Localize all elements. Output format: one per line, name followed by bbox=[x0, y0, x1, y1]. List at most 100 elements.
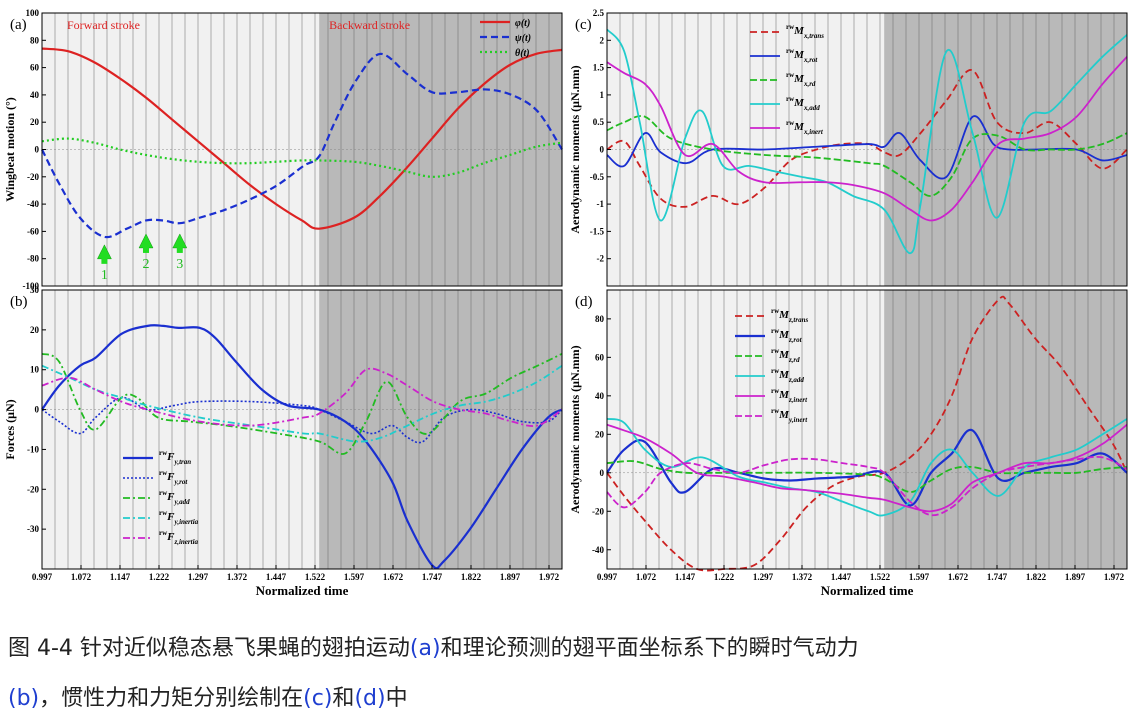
x-tick-label: 1.972 bbox=[539, 572, 560, 582]
panel-label: (a) bbox=[10, 17, 27, 33]
x-tick-label: 1.897 bbox=[500, 572, 521, 582]
legend-label: rwMx,inert bbox=[786, 119, 824, 136]
y-tick-label: 40 bbox=[595, 391, 605, 401]
x-tick-label: 1.822 bbox=[461, 572, 482, 582]
y-axis-label: Wingbeat motion (°) bbox=[3, 97, 17, 202]
legend-label: rwMx,trans bbox=[786, 23, 824, 40]
figure: -10 0 -80 -60 -40 -20 0 20 40 60 80 100 Wingbeat mot… bbox=[3, 8, 1128, 598]
series-line-f-z-inertia bbox=[41, 367, 563, 427]
x-tick-label: 1.822 bbox=[1026, 572, 1047, 582]
series-line-m-z-rd bbox=[606, 460, 1128, 493]
series-line-m-z-rot bbox=[606, 428, 1128, 507]
legend-label: rwFy,inertia bbox=[159, 509, 199, 526]
series-line-f-y-inertia bbox=[41, 364, 563, 443]
legend-label: rwFz,inertia bbox=[159, 529, 199, 546]
series-line-f-y-tran bbox=[41, 324, 563, 570]
x-tick-label: 1.897 bbox=[1065, 572, 1086, 582]
panel-label: (d) bbox=[575, 294, 593, 310]
legend-label: rwMz,trans bbox=[771, 307, 808, 324]
x-tick-label: 1.747 bbox=[987, 572, 1008, 582]
panel-label: (b) bbox=[10, 294, 28, 310]
x-tick-label: 1.147 bbox=[675, 572, 696, 582]
y-tick-label: -20 bbox=[27, 172, 39, 182]
x-tick-label: 1.372 bbox=[792, 572, 813, 582]
y-tick-label: -1 bbox=[597, 199, 605, 209]
y-tick-label: 10 bbox=[30, 365, 40, 375]
x-tick-label: 1.672 bbox=[383, 572, 404, 582]
marker-label: 2 bbox=[143, 257, 150, 272]
y-tick-label: 20 bbox=[595, 429, 605, 439]
legend-label: rwMz,rd bbox=[771, 347, 800, 364]
caption-ref-d: (d) bbox=[354, 686, 386, 711]
y-tick-label: -30 bbox=[27, 524, 39, 534]
series-line--t- bbox=[41, 137, 563, 178]
panel-label: (c) bbox=[575, 17, 592, 33]
x-axis-label: Normalized time bbox=[821, 583, 914, 598]
x-tick-label: 1.522 bbox=[305, 572, 326, 582]
caption-line-1: 图 4-4 针对近似稳态悬飞果蝇的翅拍运动(a)和理论预测的翅平面坐标系下的瞬时… bbox=[8, 636, 859, 661]
y-tick-label: 80 bbox=[30, 35, 40, 45]
y-tick-label: -20 bbox=[592, 506, 604, 516]
legend-label: θ(t) bbox=[515, 48, 530, 59]
y-tick-label: -1.5 bbox=[590, 226, 605, 236]
y-tick-label: 0 bbox=[35, 405, 40, 415]
x-tick-label: 1.222 bbox=[149, 572, 170, 582]
legend-label: rwMx,rot bbox=[786, 47, 818, 64]
x-tick-label: 1.222 bbox=[714, 572, 735, 582]
y-tick-label: 0 bbox=[600, 145, 605, 155]
y-tick-label: -40 bbox=[27, 199, 39, 209]
caption-ref-b: (b) bbox=[8, 686, 40, 711]
panel-b: -30 -20 -10 0 10 20 30 Forces (μN) 0.997 1.072 1.1… bbox=[3, 285, 563, 598]
x-tick-label: 1.147 bbox=[110, 572, 131, 582]
y-tick-label: 80 bbox=[595, 314, 605, 324]
x-tick-label: 1.747 bbox=[422, 572, 443, 582]
y-tick-label: -10 bbox=[27, 444, 39, 454]
y-tick-label: -60 bbox=[27, 226, 39, 236]
legend-label: rwMx,rd bbox=[786, 71, 816, 88]
x-tick-label: 1.072 bbox=[636, 572, 657, 582]
x-tick-label: 0.997 bbox=[32, 572, 53, 582]
x-tick-label: 1.597 bbox=[344, 572, 365, 582]
x-tick-label: 1.447 bbox=[831, 572, 852, 582]
forward-stroke-region bbox=[607, 290, 885, 569]
series-line-m-y-inert bbox=[606, 455, 1128, 517]
series-line-m-z-add bbox=[606, 418, 1128, 517]
series-line-f-y-rot bbox=[41, 396, 563, 444]
y-tick-label: 1 bbox=[600, 90, 605, 100]
x-tick-label: 1.372 bbox=[227, 572, 248, 582]
y-tick-label: -0.5 bbox=[590, 172, 605, 182]
y-tick-label: 60 bbox=[30, 63, 40, 73]
y-axis-label: Aerodynamic moments (μN.mm) bbox=[568, 345, 582, 513]
x-tick-label: 1.297 bbox=[188, 572, 209, 582]
series-line-m-x-rd bbox=[606, 115, 1128, 197]
x-tick-label: 0.997 bbox=[597, 572, 618, 582]
series-line-m-z-inert bbox=[606, 423, 1128, 513]
legend-label: ψ(t) bbox=[515, 33, 531, 44]
x-tick-label: 1.072 bbox=[71, 572, 92, 582]
y-axis-label: Aerodynamic moments (μN.mm) bbox=[568, 65, 582, 233]
caption-ref-c: (c) bbox=[303, 686, 333, 711]
arrow-marker-stem bbox=[143, 246, 149, 253]
y-tick-label: 60 bbox=[595, 352, 605, 362]
legend-label: rwMz,inert bbox=[771, 387, 808, 404]
x-tick-label: 1.972 bbox=[1104, 572, 1125, 582]
y-tick-label: 100 bbox=[26, 8, 40, 18]
legend-label: rwFy,add bbox=[159, 489, 190, 506]
legend-label: rwMz,rot bbox=[771, 327, 803, 344]
phase-label-backward: Backward stroke bbox=[329, 18, 410, 32]
y-tick-label: 1.5 bbox=[593, 63, 605, 73]
y-tick-label: 2.5 bbox=[593, 8, 605, 18]
y-tick-label: 2 bbox=[600, 35, 605, 45]
y-tick-label: 20 bbox=[30, 117, 40, 127]
series-line-m-x-inert bbox=[606, 56, 1128, 222]
y-tick-label: -40 bbox=[592, 545, 604, 555]
panel-a: -100 -80 -60 -40 -20 0 20 40 60 80 100 Wingbeat mot… bbox=[3, 8, 563, 291]
arrow-marker-stem bbox=[101, 257, 108, 264]
y-tick-label: 20 bbox=[30, 325, 40, 335]
x-tick-label: 1.297 bbox=[753, 572, 774, 582]
x-tick-label: 1.672 bbox=[948, 572, 969, 582]
plot-frame bbox=[41, 289, 563, 570]
legend-label: φ(t) bbox=[515, 18, 530, 29]
y-tick-label: -80 bbox=[27, 254, 39, 264]
x-tick-label: 1.447 bbox=[266, 572, 287, 582]
